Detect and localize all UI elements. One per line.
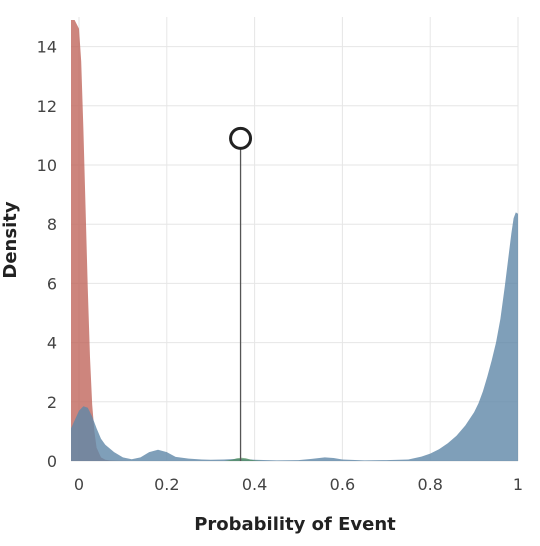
y-axis-ticks: 0 2 4 6 8 10 12 14 (37, 38, 57, 471)
marker-circle (229, 126, 253, 150)
grid (71, 17, 519, 462)
x-tick-label: 0.6 (330, 475, 355, 494)
y-tick-label: 4 (47, 334, 57, 353)
x-tick-label: 0.8 (417, 475, 442, 494)
density-area-3 (223, 457, 264, 461)
x-axis-label: Probability of Event (194, 514, 396, 535)
y-tick-label: 10 (37, 156, 57, 175)
y-tick-label: 14 (37, 38, 57, 57)
marker (229, 126, 253, 461)
y-tick-label: 8 (47, 215, 57, 234)
x-tick-label: 0.4 (242, 475, 267, 494)
x-tick-label: 1 (513, 475, 523, 494)
y-axis-label: Density (0, 201, 21, 278)
x-tick-label: 0.2 (154, 475, 179, 494)
y-tick-label: 2 (47, 393, 57, 412)
x-axis-ticks: 0 0.2 0.4 0.6 0.8 1 (74, 475, 523, 494)
density-areas (71, 20, 518, 461)
y-tick-label: 0 (47, 452, 57, 471)
density-area-2 (71, 212, 518, 461)
x-tick-label: 0 (74, 475, 84, 494)
y-tick-label: 6 (47, 274, 57, 293)
y-tick-label: 12 (37, 97, 57, 116)
density-area-1 (71, 20, 145, 461)
